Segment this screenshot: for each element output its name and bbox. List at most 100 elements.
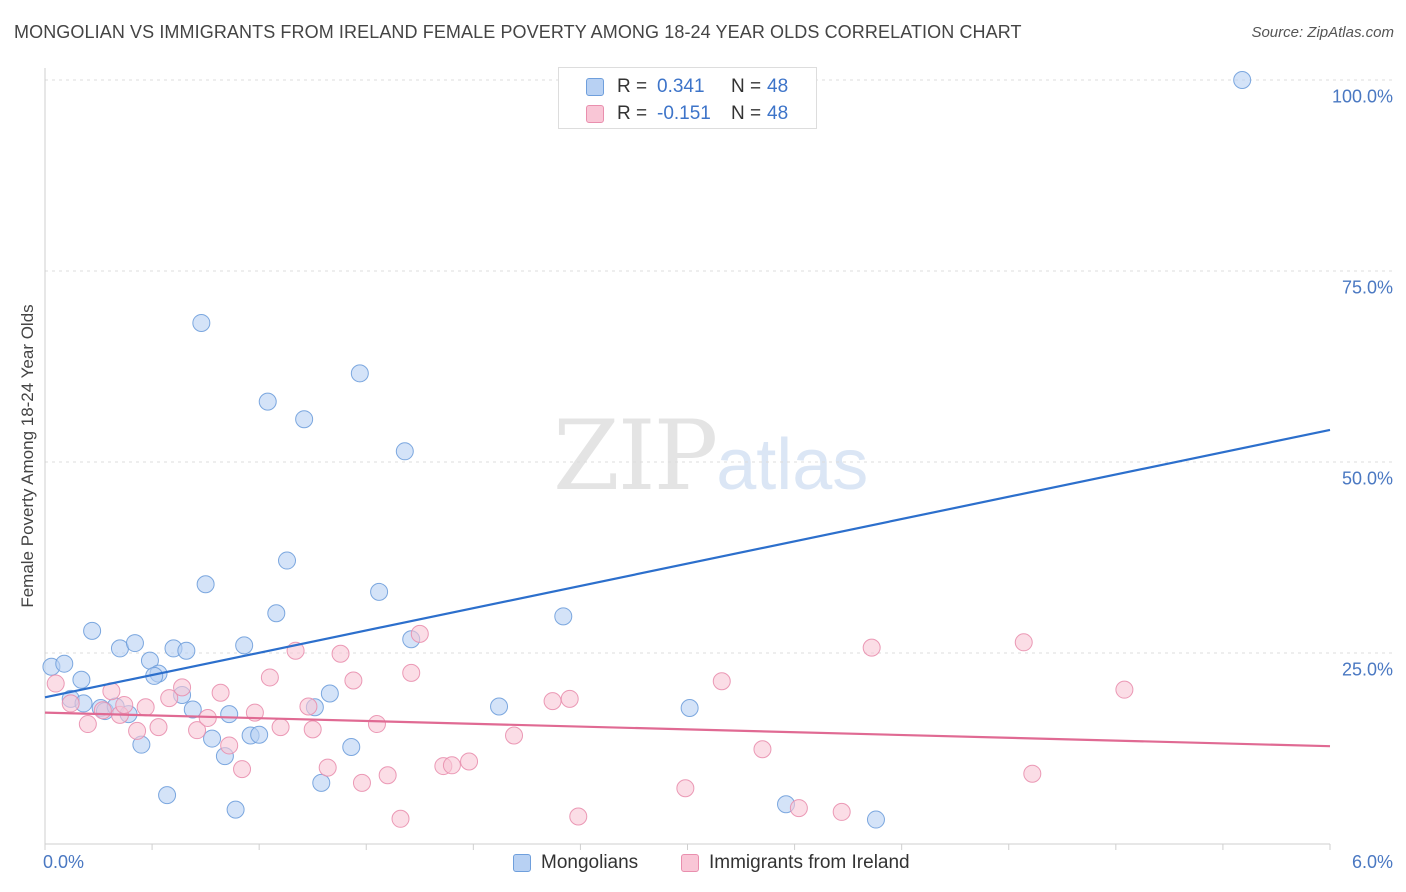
point-ireland (569, 807, 588, 826)
point-mongolians (680, 699, 699, 718)
watermark-zip: ZIP (553, 400, 718, 512)
point-ireland (61, 694, 80, 713)
point-ireland (318, 758, 337, 777)
point-mongolians (395, 442, 414, 461)
y-tick-100: 100.0% (1331, 86, 1393, 107)
legend-r-label: R = (617, 103, 648, 124)
point-mongolians (226, 800, 245, 819)
point-ireland (402, 663, 421, 682)
y-tick-75: 75.0% (1341, 277, 1393, 298)
point-ireland (1014, 633, 1033, 652)
legend-swatch-mongolians (586, 78, 604, 96)
point-ireland (378, 766, 397, 785)
point-ireland (303, 720, 322, 739)
point-ireland (173, 678, 192, 697)
point-ireland (245, 703, 264, 722)
point-mongolians (203, 729, 222, 748)
bottom-legend-swatch-mongolians (513, 854, 531, 872)
x-tick-min: 0.0% (43, 852, 85, 872)
legend-n-value: 48 (767, 76, 789, 97)
point-ireland (543, 692, 562, 711)
point-mongolians (342, 737, 361, 756)
point-ireland (442, 756, 461, 775)
legend-swatch-ireland (586, 105, 604, 123)
watermark-atlas: atlas (716, 425, 869, 505)
point-ireland (220, 736, 239, 755)
legend-n-label: N = (731, 103, 762, 124)
point-ireland (344, 671, 363, 690)
legend-r-value: -0.151 (657, 103, 711, 124)
point-ireland (712, 672, 731, 691)
point-mongolians (83, 621, 102, 640)
point-mongolians (196, 575, 215, 594)
point-mongolians (72, 670, 91, 689)
point-ireland (460, 752, 479, 771)
point-mongolians (250, 725, 269, 744)
legend-r-value: 0.341 (657, 76, 705, 97)
point-mongolians (110, 639, 129, 658)
bottom-legend-mongolians: Mongolians (513, 852, 638, 874)
point-mongolians (866, 810, 885, 829)
legend-r-label: R = (617, 76, 648, 97)
point-mongolians (235, 636, 254, 655)
point-ireland (93, 701, 112, 720)
point-mongolians (278, 551, 297, 570)
point-mongolians (177, 641, 196, 660)
point-ireland (753, 740, 772, 759)
point-mongolians (55, 654, 74, 673)
point-ireland (560, 689, 579, 708)
point-ireland (46, 674, 65, 693)
bottom-legend-label-mongolians: Mongolians (541, 852, 639, 873)
x-tick-max: 6.0% (1351, 852, 1393, 872)
source-credit: Source: ZipAtlas.com (1251, 24, 1394, 41)
point-ireland (149, 718, 168, 737)
point-mongolians (183, 700, 202, 719)
legend-n-value: 48 (767, 103, 789, 124)
point-ireland (136, 698, 155, 717)
point-ireland (367, 715, 386, 734)
y-tick-25: 25.0% (1341, 659, 1393, 680)
point-mongolians (125, 634, 144, 653)
point-ireland (160, 689, 179, 708)
point-ireland (299, 697, 318, 716)
watermark: ZIPatlas (553, 400, 868, 512)
point-ireland (676, 779, 695, 798)
point-mongolians (370, 582, 389, 601)
point-ireland (1115, 680, 1134, 699)
point-ireland (1023, 764, 1042, 783)
point-mongolians (220, 705, 239, 724)
point-mongolians (267, 604, 286, 623)
point-ireland (115, 695, 134, 714)
point-mongolians (350, 364, 369, 383)
point-ireland (832, 802, 851, 821)
point-ireland (271, 718, 290, 737)
point-ireland (331, 644, 350, 663)
point-mongolians (258, 392, 277, 411)
point-mongolians (1233, 71, 1252, 89)
point-ireland (233, 760, 252, 779)
point-mongolians (158, 786, 177, 805)
y-tick-50: 50.0% (1341, 468, 1393, 489)
legend-row-mongolians: R = 0.341 N = 48 (559, 74, 816, 100)
point-ireland (128, 721, 147, 740)
legend-n-label: N = (731, 76, 762, 97)
point-ireland (391, 809, 410, 828)
point-ireland (789, 799, 808, 818)
bottom-legend-swatch-ireland (681, 854, 699, 872)
point-ireland (410, 624, 429, 643)
point-mongolians (192, 313, 211, 332)
legend-row-ireland: R = -0.151 N = 48 (559, 101, 816, 127)
trendline-ireland (44, 711, 1331, 748)
point-mongolians (490, 697, 509, 716)
point-ireland (505, 726, 524, 745)
point-ireland (862, 638, 881, 657)
point-ireland (352, 773, 371, 792)
point-ireland (211, 683, 230, 702)
correlation-legend: R = 0.341 N = 48 R = -0.151 N = 48 (558, 67, 817, 129)
point-mongolians (312, 773, 331, 792)
point-mongolians (320, 684, 339, 703)
point-ireland (260, 668, 279, 687)
bottom-legend-ireland: Immigrants from Ireland (681, 852, 910, 874)
trendline-mongolians (44, 428, 1331, 699)
